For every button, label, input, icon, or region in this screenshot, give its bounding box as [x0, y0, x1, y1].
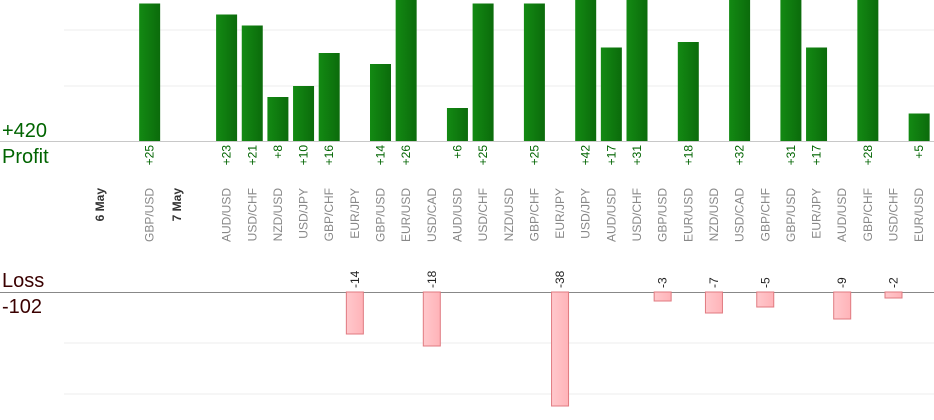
category-label: USD/CAD — [733, 188, 747, 242]
profit-value-label: +21 — [245, 145, 259, 166]
loss-bar — [551, 291, 570, 407]
profit-bar — [267, 97, 289, 141]
profit-value-label: +31 — [630, 145, 644, 166]
loss-value-label: -9 — [835, 277, 849, 288]
loss-value-label: -38 — [553, 270, 567, 288]
category-label: EUR/JPY — [810, 188, 824, 239]
category-label: GBP/CHF — [527, 188, 541, 241]
profit-bar — [575, 0, 597, 141]
loss-bar — [345, 291, 364, 335]
category-label: GBP/CHF — [322, 188, 336, 241]
category-label: AUD/USD — [604, 188, 618, 242]
category-label: GBP/USD — [656, 188, 670, 242]
category-label: AUD/USD — [220, 188, 234, 242]
loss-bar — [756, 291, 775, 308]
profit-bar — [241, 25, 263, 141]
category-label: EUR/USD — [399, 188, 413, 242]
profit-value-label: +5 — [912, 145, 926, 159]
category-label: USD/CHF — [245, 188, 259, 241]
profit-total: +420 — [2, 120, 47, 142]
profit-value-label: +10 — [297, 145, 311, 166]
profit-bar — [395, 0, 417, 141]
category-labels: GBP/USD AUD/USD USD/CHF NZD/USD USD/JPY GBP/C… — [143, 188, 927, 242]
loss-value-label: -5 — [758, 277, 772, 288]
category-label: NZD/USD — [707, 188, 721, 242]
profit-value-label: +25 — [527, 145, 541, 166]
profit-bar — [139, 3, 161, 141]
category-label: GBP/USD — [374, 188, 388, 242]
profit-bar — [677, 42, 699, 141]
date-label: 7 May — [170, 188, 184, 222]
loss-total: -102 — [2, 296, 42, 318]
profit-value-label: +28 — [861, 145, 875, 166]
profit-bar — [626, 0, 648, 141]
profit-label: Profit — [2, 146, 49, 168]
profit-bar — [370, 64, 391, 141]
profit-value-label: +8 — [271, 145, 285, 159]
category-label: EUR/USD — [681, 188, 695, 242]
loss-value-label: -2 — [887, 277, 901, 288]
loss-bar — [422, 291, 441, 347]
loss-value-label: -3 — [656, 277, 670, 288]
category-label: EUR/JPY — [348, 188, 362, 239]
profit-value-label: +26 — [399, 145, 413, 166]
category-label: EUR/USD — [912, 188, 926, 242]
category-label: USD/JPY — [297, 188, 311, 239]
category-label: GBP/CHF — [861, 188, 875, 241]
profit-value-label: +17 — [604, 145, 618, 166]
profit-value-label: +23 — [220, 145, 234, 166]
loss-bar — [833, 291, 852, 320]
loss-bar — [704, 291, 723, 314]
category-label: NZD/USD — [271, 188, 285, 242]
category-label: GBP/USD — [784, 188, 798, 242]
category-label: EUR/JPY — [553, 188, 567, 239]
profit-value-label: +25 — [476, 145, 490, 166]
loss-bar — [884, 291, 903, 299]
profit-bar — [293, 86, 315, 141]
profit-bar — [523, 3, 545, 141]
profit-bar — [446, 108, 468, 141]
date-label: 6 May — [93, 188, 107, 222]
profit-bar — [600, 47, 622, 141]
category-label: AUD/USD — [835, 188, 849, 242]
profit-value-label: +31 — [784, 145, 798, 166]
profit-value-label: +32 — [733, 145, 747, 166]
profit-bar — [216, 14, 238, 141]
category-label: USD/CHF — [887, 188, 901, 241]
loss-value-label: -14 — [348, 270, 362, 288]
profit-value-label: +14 — [374, 145, 388, 166]
profit-bar — [729, 0, 751, 141]
category-label: GBP/CHF — [758, 188, 772, 241]
category-label: USD/CHF — [476, 188, 490, 241]
profit-value-label: +17 — [810, 145, 824, 166]
profit-value-label: +16 — [322, 145, 336, 166]
profit-bar — [780, 0, 802, 141]
category-label: USD/JPY — [579, 188, 593, 239]
profit-bar — [318, 53, 340, 141]
profit-bar — [472, 3, 494, 141]
profit-value-label: +25 — [143, 145, 157, 166]
bars — [139, 0, 930, 407]
profit-bar — [908, 113, 930, 141]
profit-value-label: +18 — [681, 145, 695, 166]
category-label: USD/CAD — [425, 188, 439, 242]
loss-value-label: -18 — [425, 270, 439, 288]
profit-bar — [806, 47, 828, 141]
profit-value-label: +6 — [450, 145, 464, 159]
loss-value-label: -7 — [707, 277, 721, 288]
category-label: GBP/USD — [143, 188, 157, 242]
category-label: USD/CHF — [630, 188, 644, 241]
category-label: AUD/USD — [450, 188, 464, 242]
profit-value-label: +42 — [579, 145, 593, 166]
value-labels: +25 +23 +21 +8 +10 +16 -14 +14 +26 -18 +6 +25 +25 -38… — [143, 145, 927, 288]
profit-bar — [857, 0, 879, 141]
date-labels: 6 May 7 May — [93, 188, 184, 222]
category-label: NZD/USD — [502, 188, 516, 242]
loss-bar — [653, 291, 672, 302]
loss-label: Loss — [2, 270, 44, 292]
